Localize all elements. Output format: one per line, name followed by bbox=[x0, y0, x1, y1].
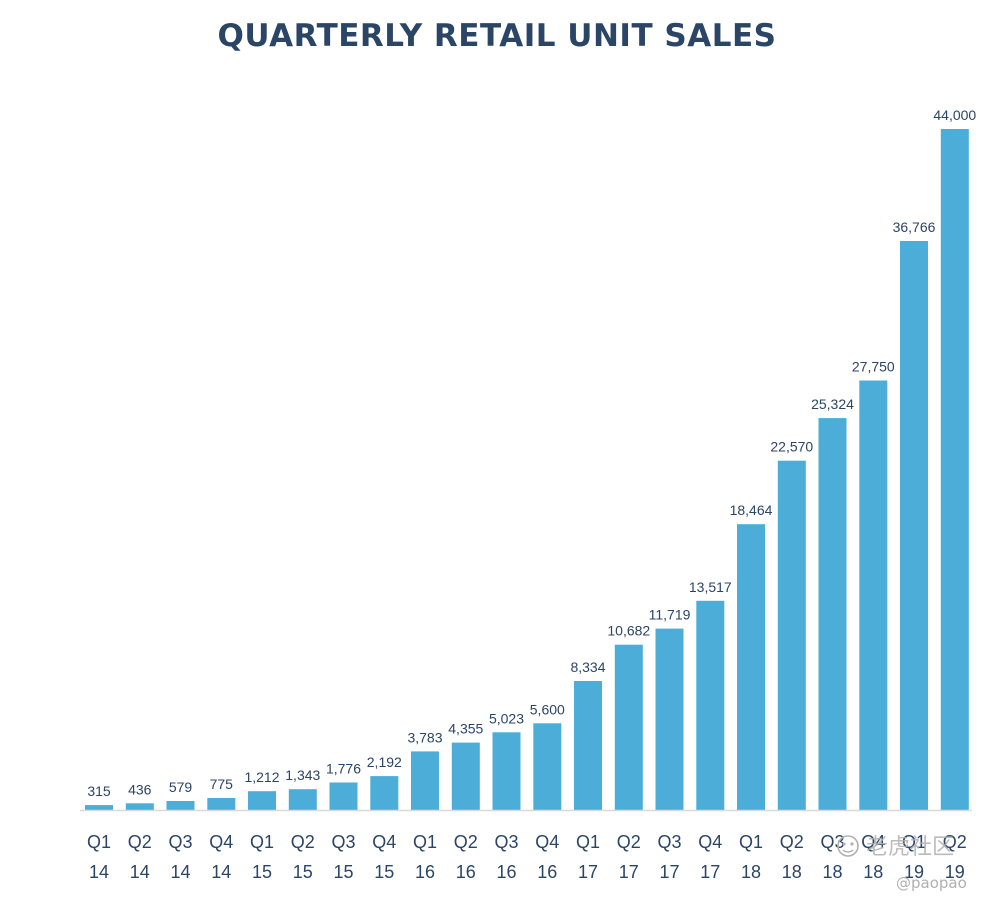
x-tick-year: 18 bbox=[863, 862, 883, 882]
x-tick-quarter: Q4 bbox=[209, 832, 233, 852]
x-tick-quarter: Q4 bbox=[698, 832, 722, 852]
x-tick-quarter: Q3 bbox=[657, 832, 681, 852]
watermark-handle: @paopao bbox=[896, 874, 967, 892]
x-tick-quarter: Q1 bbox=[250, 832, 274, 852]
x-tick-year: 14 bbox=[170, 862, 190, 882]
data-label: 4,355 bbox=[448, 721, 483, 737]
data-label: 1,212 bbox=[244, 769, 279, 785]
data-label: 44,000 bbox=[933, 107, 976, 123]
x-tick-year: 17 bbox=[578, 862, 598, 882]
x-tick-year: 14 bbox=[211, 862, 231, 882]
x-tick-year: 14 bbox=[130, 862, 150, 882]
data-label: 3,783 bbox=[407, 729, 442, 745]
x-tick-year: 18 bbox=[822, 862, 842, 882]
bar-q3-16 bbox=[492, 732, 521, 810]
bar-q4-14 bbox=[207, 798, 236, 810]
x-tick-quarter: Q3 bbox=[820, 832, 844, 852]
x-tick-quarter: Q1 bbox=[87, 832, 111, 852]
x-tick-quarter: Q3 bbox=[331, 832, 355, 852]
data-label: 11,719 bbox=[649, 607, 691, 623]
bar-q2-19 bbox=[940, 129, 969, 810]
bars-group bbox=[85, 129, 969, 810]
data-label: 1,343 bbox=[285, 767, 320, 783]
x-tick-year: 16 bbox=[456, 862, 476, 882]
bar-q4-17 bbox=[696, 600, 725, 810]
bar-q1-18 bbox=[737, 524, 765, 810]
bar-q1-14 bbox=[85, 805, 113, 810]
x-tick-year: 15 bbox=[293, 862, 313, 882]
x-tick-quarter: Q2 bbox=[780, 832, 804, 852]
x-tick-quarter: Q4 bbox=[535, 832, 559, 852]
data-label: 36,766 bbox=[893, 219, 936, 235]
bar-q1-19 bbox=[900, 241, 928, 810]
bar-q2-14 bbox=[125, 803, 154, 810]
bar-q1-17 bbox=[574, 681, 602, 810]
data-label: 2,192 bbox=[367, 754, 402, 770]
x-tick-year: 18 bbox=[741, 862, 761, 882]
x-tick-quarter: Q2 bbox=[291, 832, 315, 852]
bar-q3-15 bbox=[329, 782, 358, 810]
x-tick-year: 19 bbox=[945, 862, 965, 882]
x-tick-year: 15 bbox=[333, 862, 353, 882]
x-tick-quarter: Q3 bbox=[168, 832, 192, 852]
x-tick-quarter: Q4 bbox=[372, 832, 396, 852]
x-tick-quarter: Q1 bbox=[413, 832, 437, 852]
data-label: 18,464 bbox=[730, 502, 773, 518]
x-tick-quarter: Q3 bbox=[494, 832, 518, 852]
value-labels-group: 315 436 579 775 1,212 1,343 1,776 2,192 3,783 4,3… bbox=[87, 107, 976, 799]
chart-title: QUARTERLY RETAIL UNIT SALES bbox=[217, 18, 777, 54]
x-tick-year: 18 bbox=[782, 862, 802, 882]
x-tick-quarter: Q2 bbox=[943, 832, 967, 852]
data-label: 25,324 bbox=[811, 396, 854, 412]
data-label: 775 bbox=[210, 776, 234, 792]
x-tick-quarter: Q2 bbox=[617, 832, 641, 852]
bar-q4-18 bbox=[859, 380, 888, 810]
bar-q3-17 bbox=[655, 628, 684, 810]
bar-q3-18 bbox=[818, 418, 847, 810]
data-label: 1,776 bbox=[326, 761, 361, 777]
data-label: 5,023 bbox=[489, 710, 524, 726]
bar-q4-16 bbox=[533, 723, 562, 810]
x-tick-year: 15 bbox=[252, 862, 272, 882]
x-tick-year: 16 bbox=[537, 862, 557, 882]
x-tick-year: 17 bbox=[700, 862, 720, 882]
data-label: 13,517 bbox=[689, 579, 732, 595]
bar-q1-15 bbox=[248, 791, 276, 810]
x-tick-labels-group: Q1 14 Q2 14 Q3 14 Q4 14 Q1 15 Q2 15 Q3 15 Q4 15 Q1 16 Q2 16… bbox=[87, 832, 967, 882]
bar-q3-14 bbox=[166, 801, 195, 810]
bar-q2-17 bbox=[614, 644, 643, 810]
x-tick-quarter: Q2 bbox=[128, 832, 152, 852]
data-label: 22,570 bbox=[770, 439, 813, 455]
bar-q1-16 bbox=[411, 751, 439, 810]
watermark: 老虎社区 @paopao bbox=[837, 835, 967, 892]
x-tick-year: 17 bbox=[659, 862, 679, 882]
bar-q2-18 bbox=[777, 460, 806, 810]
bar-q2-15 bbox=[288, 789, 317, 810]
x-tick-year: 16 bbox=[415, 862, 435, 882]
x-tick-quarter: Q1 bbox=[739, 832, 763, 852]
x-tick-year: 17 bbox=[619, 862, 639, 882]
watermark-site-text: 老虎社区 bbox=[866, 835, 954, 860]
bar-q4-15 bbox=[370, 776, 399, 810]
bar-q2-16 bbox=[451, 742, 480, 810]
x-tick-year: 14 bbox=[89, 862, 109, 882]
x-tick-quarter: Q2 bbox=[454, 832, 478, 852]
data-label: 8,334 bbox=[570, 659, 605, 675]
data-label: 27,750 bbox=[852, 359, 895, 375]
x-tick-quarter: Q1 bbox=[902, 832, 926, 852]
data-label: 10,682 bbox=[607, 623, 650, 639]
x-tick-year: 19 bbox=[904, 862, 924, 882]
x-tick-quarter: Q4 bbox=[861, 832, 885, 852]
x-tick-year: 15 bbox=[374, 862, 394, 882]
data-label: 5,600 bbox=[530, 701, 565, 717]
x-tick-year: 16 bbox=[496, 862, 516, 882]
data-label: 436 bbox=[128, 781, 152, 797]
x-tick-quarter: Q1 bbox=[576, 832, 600, 852]
data-label: 579 bbox=[169, 779, 193, 795]
data-label: 315 bbox=[87, 783, 111, 799]
tiger-icon bbox=[837, 835, 859, 857]
